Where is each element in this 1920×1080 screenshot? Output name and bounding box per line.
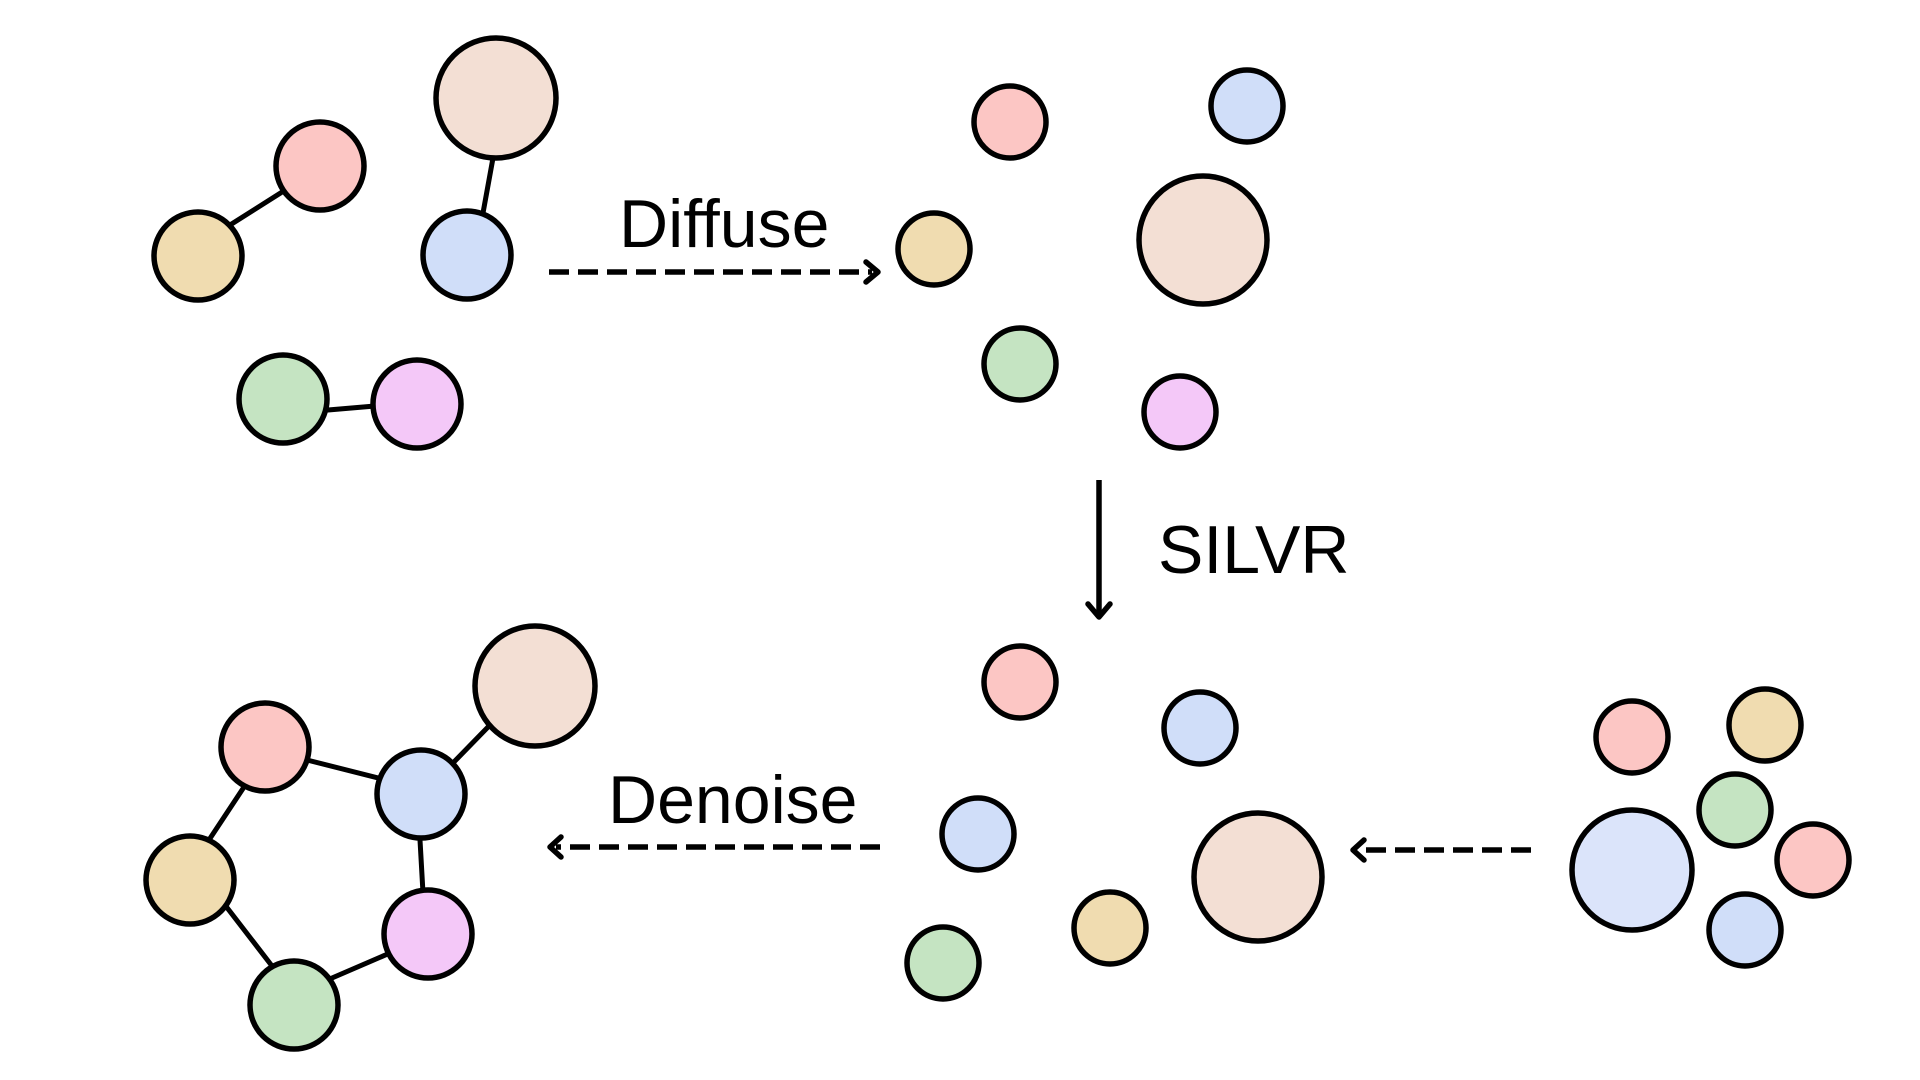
atom-tan — [151, 209, 245, 303]
denoise-arrow: Denoise — [547, 762, 880, 860]
bond — [304, 757, 385, 782]
atom-salmon — [273, 119, 367, 213]
atom-pink — [381, 887, 475, 981]
denoise-label: Denoise — [608, 762, 858, 838]
reference-cluster — [1569, 686, 1852, 969]
guided-atoms — [904, 643, 1325, 1002]
atom-blue — [939, 795, 1017, 873]
atom-pink — [1141, 373, 1219, 451]
initial-fragments — [151, 35, 559, 451]
diffused-atoms — [895, 67, 1286, 451]
bond — [480, 155, 496, 216]
atom-tan — [1726, 686, 1804, 764]
silvr-arrow: SILVR — [1085, 480, 1349, 620]
bond — [222, 902, 275, 969]
atom-tan — [1071, 889, 1149, 967]
atom-peach — [1136, 173, 1270, 307]
atom-peach — [433, 35, 559, 161]
bond — [417, 837, 426, 896]
atom-salmon — [1593, 698, 1671, 776]
atom-green — [981, 325, 1059, 403]
reference-arrow — [1350, 837, 1531, 863]
denoised-molecule — [143, 623, 598, 1052]
atom-tan — [143, 833, 237, 927]
atom-salmon — [971, 83, 1049, 161]
atom-green — [236, 352, 330, 446]
atom-blue — [420, 208, 514, 302]
atom-blue — [374, 747, 468, 841]
atom-salmon — [981, 643, 1059, 721]
atom-salmon — [1774, 821, 1852, 899]
atom-peach — [472, 623, 598, 749]
atom-blue — [1161, 689, 1239, 767]
atom-blue — [1208, 67, 1286, 145]
atom-blue — [1706, 891, 1784, 969]
atom-blue-light — [1569, 807, 1695, 933]
bond — [325, 403, 378, 413]
diffuse-label: Diffuse — [619, 186, 829, 262]
atom-green — [1696, 771, 1774, 849]
bond — [448, 723, 492, 768]
atom-tan — [895, 210, 973, 288]
bond — [227, 184, 293, 228]
silvr-label: SILVR — [1158, 512, 1349, 588]
atom-green — [247, 958, 341, 1052]
atom-salmon — [218, 700, 312, 794]
bond — [202, 784, 247, 849]
bond — [329, 950, 393, 981]
atom-green — [904, 924, 982, 1002]
atom-pink — [370, 357, 464, 451]
atom-peach — [1191, 810, 1325, 944]
diffuse-arrow: Diffuse — [549, 186, 881, 285]
